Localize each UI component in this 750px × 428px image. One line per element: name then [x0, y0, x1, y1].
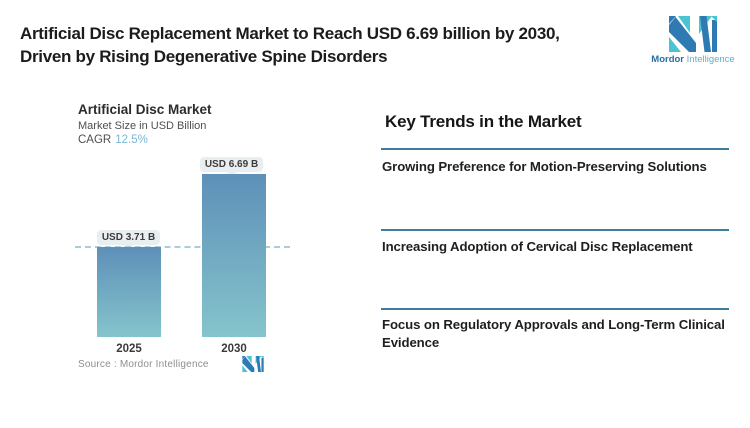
trend-item-1: Growing Preference for Motion-Preserving…: [382, 159, 707, 174]
brand-name-secondary: Intelligence: [686, 54, 735, 65]
baseline-dashed-line: [75, 246, 290, 248]
mordor-intelligence-logo-icon: [647, 16, 739, 52]
value-label-2025: USD 3.71 B: [97, 230, 160, 245]
bar-2030: [202, 174, 266, 337]
page-title: Artificial Disc Replacement Market to Re…: [20, 22, 560, 68]
page-title-line1: Artificial Disc Replacement Market to Re…: [20, 24, 560, 43]
page-title-line2: Driven by Rising Degenerative Spine Diso…: [20, 47, 388, 66]
bar-2025: [97, 247, 161, 337]
cagr-value: 12.5%: [115, 134, 148, 146]
trend-separator-1: [381, 148, 729, 150]
trend-separator-2: [381, 229, 729, 231]
brand-wordmark: Mordor Intelligence: [647, 54, 739, 65]
brand-logo: Mordor Intelligence: [647, 16, 739, 65]
trend-item-2: Increasing Adoption of Cervical Disc Rep…: [382, 239, 693, 254]
x-axis-label-2025: 2025: [116, 343, 142, 355]
chart-title: Artificial Disc Market: [78, 102, 212, 117]
trends-heading: Key Trends in the Market: [385, 112, 582, 131]
value-label-2030: USD 6.69 B: [200, 157, 263, 172]
trend-item-3: Focus on Regulatory Approvals and Long-T…: [382, 317, 725, 350]
chart-cagr: CAGR 12.5%: [78, 134, 148, 146]
mordor-intelligence-mini-logo-icon: [242, 356, 264, 377]
chart-subtitle: Market Size in USD Billion: [78, 120, 207, 132]
trend-separator-3: [381, 308, 729, 310]
source-attribution: Source : Mordor Intelligence: [78, 359, 209, 370]
brand-name-primary: Mordor: [651, 54, 684, 65]
x-axis-label-2030: 2030: [221, 343, 247, 355]
cagr-label: CAGR: [78, 134, 112, 146]
